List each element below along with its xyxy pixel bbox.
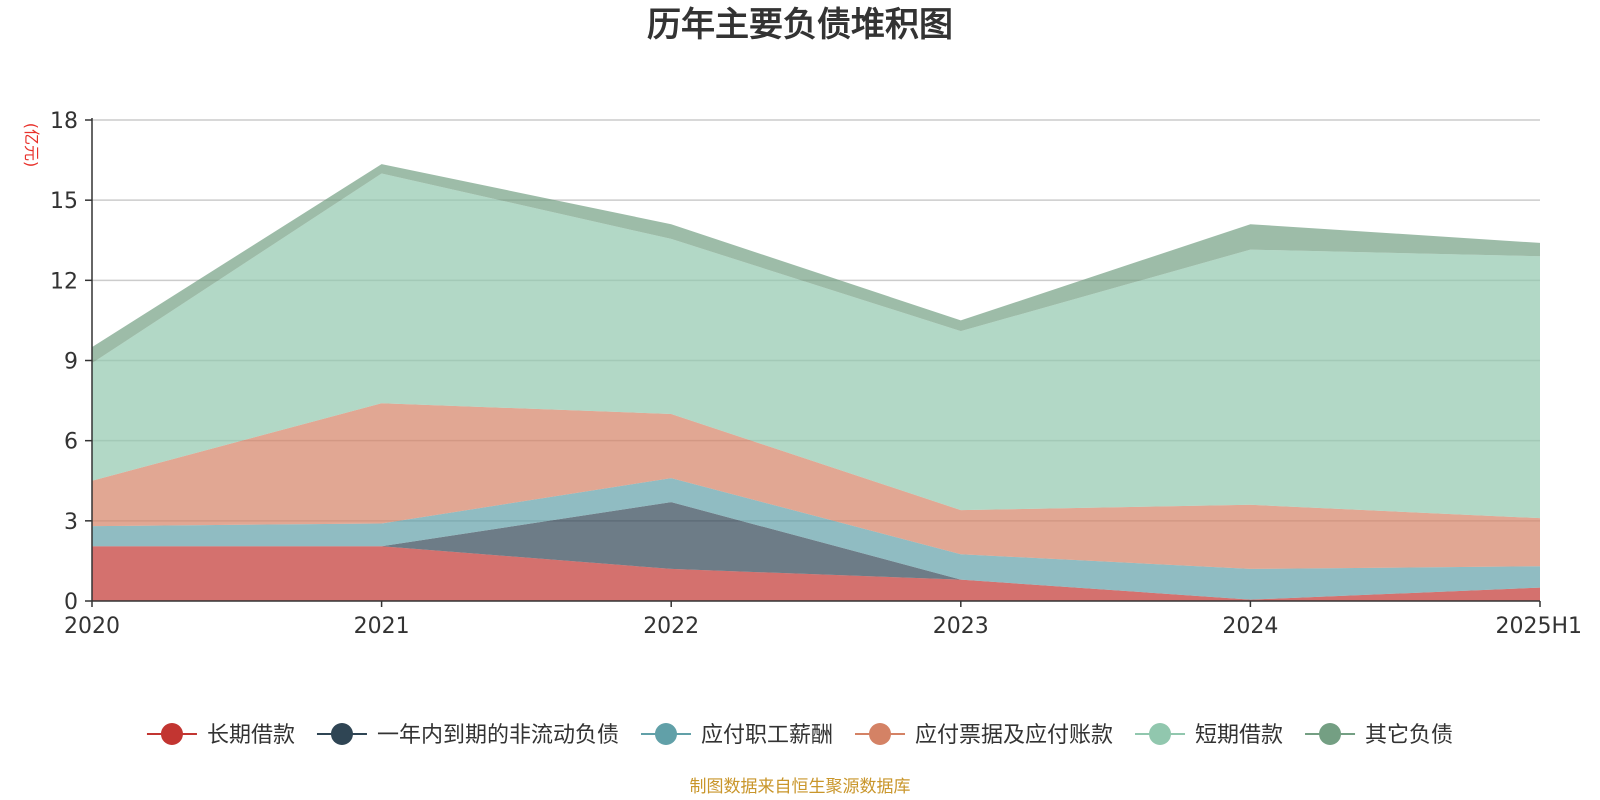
y-axis-unit-label: (亿元) [22,123,41,168]
y-tick-label: 3 [64,510,78,535]
y-tick-label: 15 [50,189,78,214]
legend-label: 应付职工薪酬 [701,723,833,748]
series-areas [92,164,1540,601]
legend-item-5[interactable]: 短期借款 [1135,723,1283,748]
legend-label: 其它负债 [1365,723,1453,748]
x-tick-label: 2020 [64,614,120,639]
chart-title: 历年主要负债堆积图 [647,5,953,45]
legend-item-1[interactable]: 长期借款 [146,723,295,748]
legend-label: 短期借款 [1195,723,1283,748]
y-tick-label: 12 [50,269,78,294]
legend-circle-icon [1149,723,1172,745]
legend-circle-icon [160,723,183,745]
area-series-4 [92,403,1540,569]
legend-item-6[interactable]: 其它负债 [1305,723,1453,748]
legend-circle-icon [869,723,891,745]
x-tick-label: 2023 [933,614,989,639]
y-tick-label: 0 [64,590,78,615]
x-tick-label: 2025H1 [1495,614,1582,639]
area-series-3 [92,478,1540,600]
x-tick-label: 2021 [354,614,410,639]
legend-item-2[interactable]: 一年内到期的非流动负债 [316,723,619,748]
legend-item-3[interactable]: 应付职工薪酬 [640,723,833,748]
legend[interactable]: 长期借款 一年内到期的非流动负债 应付职工薪酬 应付票据及应付账款 短期借款 其它负债 [146,723,1453,748]
legend-circle-icon [654,723,677,745]
legend-label: 应付票据及应付账款 [915,723,1113,748]
area-series-2 [92,502,1540,600]
area-series-5 [92,173,1540,519]
legend-label: 一年内到期的非流动负债 [377,723,619,748]
y-tick-label: 6 [64,430,78,455]
x-tick-label: 2022 [643,614,699,639]
x-tick-label: 2024 [1222,614,1278,639]
legend-circle-icon [1319,723,1342,745]
area-series-1 [92,546,1540,601]
axes: 0 3 6 9 12 15 18 2020 2021 2022 2023 2024 2025H1 [50,109,1582,639]
data-source-note: 制图数据来自恒生聚源数据库 [690,777,911,797]
y-tick-label: 9 [64,350,78,375]
legend-circle-icon [330,723,353,745]
legend-item-4[interactable]: 应付票据及应付账款 [855,723,1113,748]
legend-label: 长期借款 [207,723,295,748]
y-tick-label: 18 [50,109,78,134]
